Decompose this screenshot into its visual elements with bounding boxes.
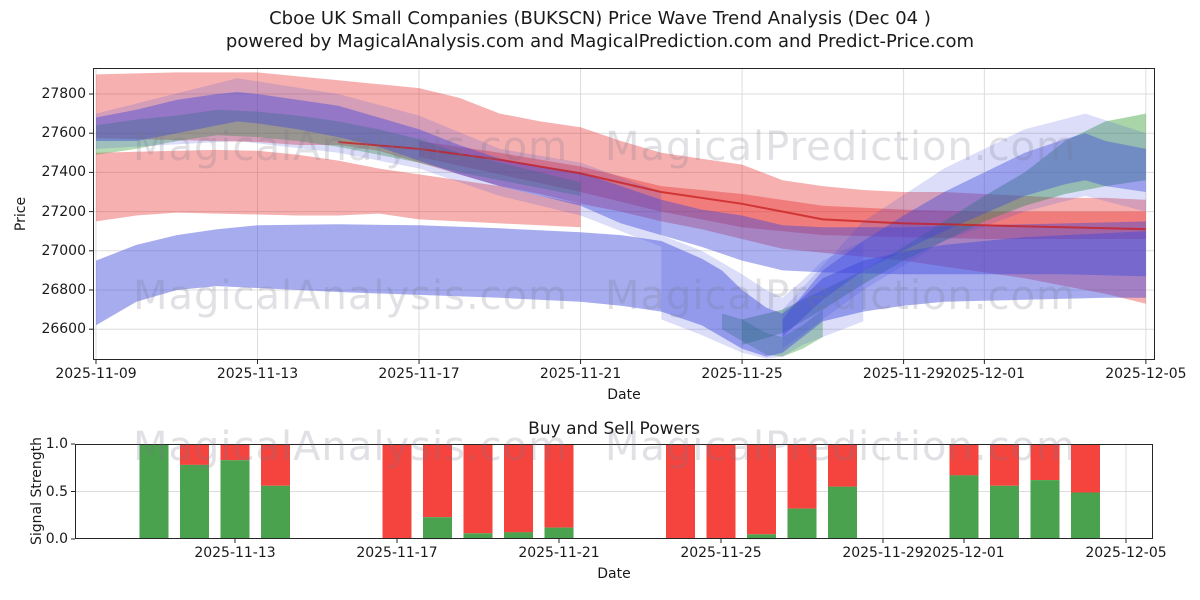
- red-core-band: [419, 141, 1146, 239]
- power-chart-plot-area: [71, 443, 1153, 543]
- sell-power-bar: [1030, 444, 1060, 481]
- blue-rising-fan: [782, 113, 1146, 349]
- power-x-axis-label: Date: [597, 566, 631, 582]
- power-y-tick-label: 1.0: [45, 436, 68, 452]
- green-dip-band: [721, 309, 823, 357]
- buy-power-bar: [747, 534, 776, 540]
- figure-title: Cboe UK Small Companies (BUKSCN) Price W…: [269, 8, 931, 29]
- sell-power-bar: [787, 444, 817, 509]
- sell-power-bar: [423, 444, 452, 518]
- red-median-line: [338, 141, 1146, 231]
- price-y-tick-label: 27200: [41, 203, 86, 220]
- power-x-tick-label: 2025-11-25: [680, 545, 762, 561]
- sell-power-bar: [544, 444, 574, 528]
- buy-power-bar: [949, 475, 979, 539]
- sell-power-bar: [990, 444, 1019, 486]
- sell-power-bar: [1071, 444, 1100, 493]
- buy-power-bar: [504, 532, 533, 539]
- sell-power-bar: [666, 444, 695, 539]
- red-upper-band: [96, 72, 1146, 304]
- price-x-tick-label: 2025-11-21: [539, 366, 622, 382]
- green-rising-wedge: [742, 113, 1146, 345]
- price-y-tick-label: 27400: [41, 164, 86, 181]
- green-upper-left-band: [96, 109, 581, 196]
- power-axes-frame: [75, 444, 1153, 539]
- sell-power-bar: [180, 444, 209, 465]
- price-x-tick-label: 2025-11-29: [862, 366, 945, 382]
- buy-power-bar: [261, 485, 290, 539]
- power-y-tick-label: 0.5: [45, 483, 68, 500]
- buy-power-bar: [220, 460, 250, 539]
- buy-power-bar: [1030, 480, 1060, 539]
- power-x-tick-label: 2025-11-21: [518, 545, 600, 561]
- price-y-tick-label: 27000: [41, 242, 86, 259]
- power-x-tick-label: 2025-11-13: [194, 545, 276, 561]
- price-x-axis-label: Date: [607, 387, 641, 403]
- sell-power-bar: [828, 444, 857, 487]
- buy-power-bar: [423, 517, 452, 540]
- sell-power-bar: [747, 444, 776, 535]
- sell-power-bar: [463, 444, 493, 534]
- buy-power-bar: [180, 464, 209, 539]
- power-y-tick-label: 0.0: [45, 531, 68, 547]
- price-y-tick-label: 27800: [41, 86, 86, 102]
- blue-dip-fan: [661, 235, 864, 359]
- blue-upper-fan: [96, 78, 662, 247]
- price-y-tick-label: 26800: [41, 282, 86, 298]
- power-x-tick-label: 2025-12-05: [1085, 545, 1167, 561]
- buy-power-bar: [828, 486, 857, 539]
- sell-power-bar: [382, 444, 412, 539]
- red-lower-left-band: [96, 149, 581, 228]
- buy-power-bar: [544, 527, 574, 539]
- sell-power-bar: [706, 444, 736, 539]
- buy-power-bar: [787, 508, 817, 539]
- figure-subtitle: powered by MagicalAnalysis.com and Magic…: [225, 31, 975, 52]
- power-x-tick-label: 2025-12-01: [923, 545, 1005, 561]
- blue-rising-wedge: [782, 133, 1146, 337]
- power-x-tick-label: 2025-11-29: [842, 545, 924, 561]
- sell-power-bar: [220, 444, 250, 461]
- price-x-tick-label: 2025-11-09: [55, 366, 137, 382]
- price-y-tick-label: 26600: [41, 321, 86, 338]
- power-chart-title: Buy and Sell Powers: [528, 419, 700, 439]
- buy-power-bar: [463, 533, 493, 539]
- blue-upper-wave: [96, 92, 1146, 277]
- price-axes-frame: [93, 68, 1155, 360]
- sell-power-bar: [949, 444, 979, 476]
- price-chart-plot-area: [89, 68, 1155, 364]
- price-x-tick-label: 2025-12-01: [943, 366, 1026, 382]
- price-x-tick-label: 2025-11-25: [701, 366, 783, 382]
- price-x-tick-label: 2025-11-13: [216, 366, 299, 382]
- sell-power-bar: [261, 444, 290, 486]
- buy-power-bar: [1071, 492, 1100, 539]
- price-y-tick-label: 27600: [41, 125, 86, 142]
- blue-lower-band: [96, 224, 1146, 357]
- sell-power-bar: [504, 444, 533, 533]
- buy-power-bar: [139, 444, 169, 539]
- price-x-tick-label: 2025-11-17: [378, 366, 460, 382]
- price-x-tick-label: 2025-12-05: [1105, 366, 1187, 382]
- buy-power-bar: [990, 485, 1019, 539]
- power-x-tick-label: 2025-11-17: [356, 545, 438, 561]
